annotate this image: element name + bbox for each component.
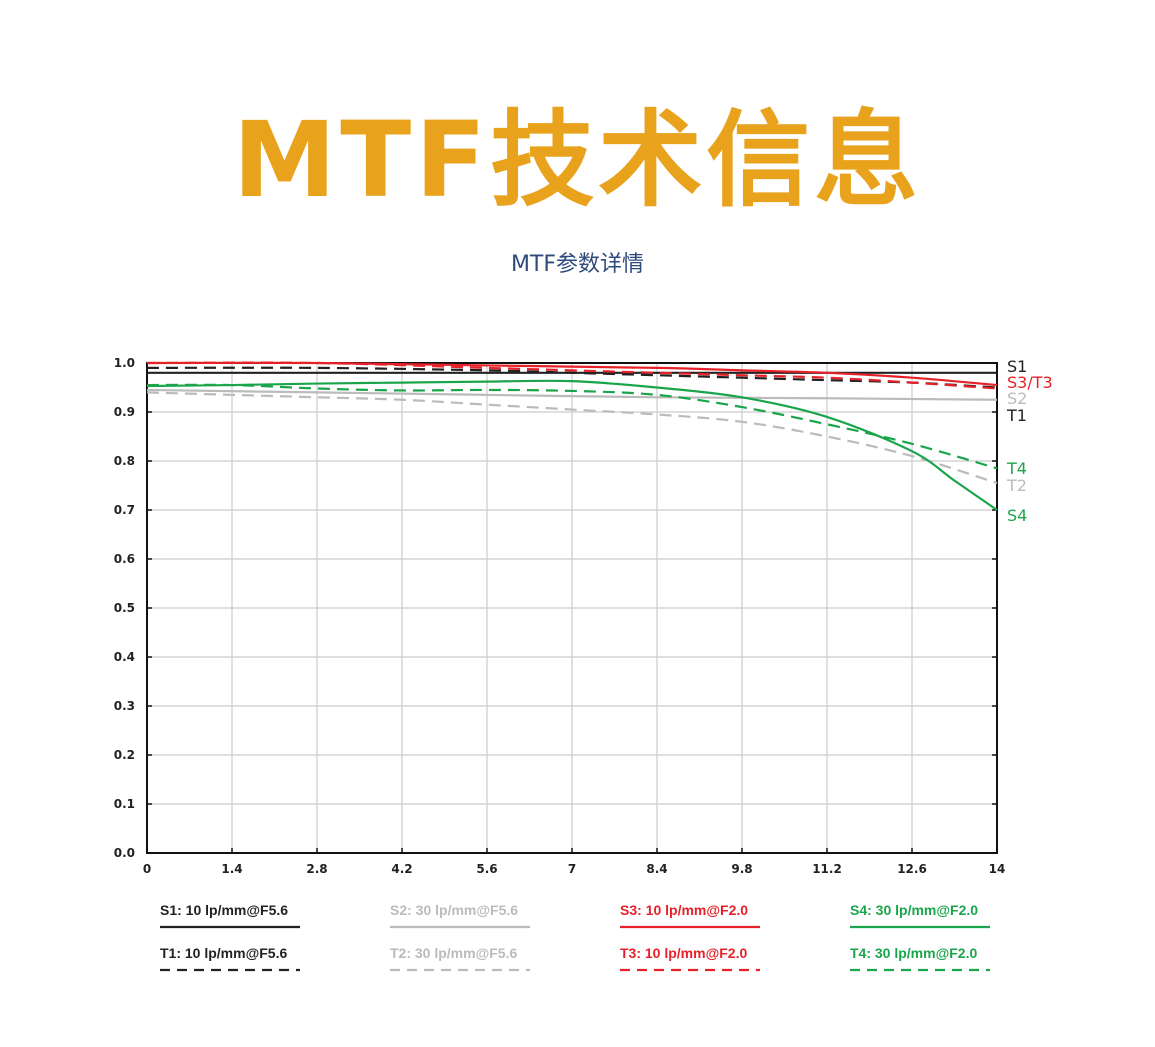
legend-label-s4: S4: 30 lp/mm@F2.0 (850, 902, 978, 918)
y-tick-label: 0.2 (114, 748, 135, 762)
x-tick-label: 14 (989, 862, 1006, 876)
legend-label-s1: S1: 10 lp/mm@F5.6 (160, 902, 288, 918)
series-end-label-t1: T1 (1006, 406, 1027, 425)
legend-label-t2: T2: 30 lp/mm@F5.6 (390, 945, 517, 961)
series-end-label-s4: S4 (1007, 506, 1027, 525)
series-line-s2 (146, 388, 998, 401)
series-line-t2 (146, 391, 998, 485)
series-end-label-t4: T4 (1006, 459, 1027, 478)
legend-label-s3: S3: 10 lp/mm@F2.0 (620, 902, 748, 918)
series-line-t4 (146, 383, 998, 470)
legend-label-t4: T4: 30 lp/mm@F2.0 (850, 945, 977, 961)
y-tick-label: 1.0 (114, 356, 135, 370)
series-end-label-s1: S1 (1007, 357, 1027, 376)
y-tick-label: 0.1 (114, 797, 135, 811)
x-tick-label: 1.4 (221, 862, 242, 876)
page-title: MTF技术信息 (232, 99, 923, 221)
series-end-label-t2: T2 (1006, 476, 1027, 495)
y-tick-label: 0.6 (114, 552, 135, 566)
x-tick-label: 11.2 (812, 862, 842, 876)
x-tick-label: 5.6 (476, 862, 497, 876)
legend-label-t3: T3: 10 lp/mm@F2.0 (620, 945, 747, 961)
x-tick-label: 4.2 (391, 862, 412, 876)
page-subtitle: MTF参数详情 (510, 252, 645, 277)
x-tick-label: 2.8 (306, 862, 327, 876)
series-end-label-s2: S2 (1007, 389, 1027, 408)
series-line-s4 (146, 379, 998, 511)
series-line-s3 (146, 361, 998, 387)
series-end-label-s3: S3/T3 (1007, 373, 1053, 392)
y-tick-label: 0.5 (114, 601, 135, 615)
y-tick-label: 0.8 (114, 454, 135, 468)
x-tick-label: 0 (143, 862, 151, 876)
x-tick-label: 8.4 (646, 862, 667, 876)
x-tick-label: 7 (568, 862, 576, 876)
x-tick-label: 12.6 (897, 862, 927, 876)
y-tick-label: 0.9 (114, 405, 135, 419)
legend-label-t1: T1: 10 lp/mm@F5.6 (160, 945, 287, 961)
y-tick-label: 0.7 (114, 503, 135, 517)
legend-label-s2: S2: 30 lp/mm@F5.6 (390, 902, 518, 918)
x-tick-label: 9.8 (731, 862, 752, 876)
y-tick-label: 0.4 (114, 650, 135, 664)
y-tick-label: 0.3 (114, 699, 135, 713)
y-tick-label: 0.0 (114, 846, 135, 860)
